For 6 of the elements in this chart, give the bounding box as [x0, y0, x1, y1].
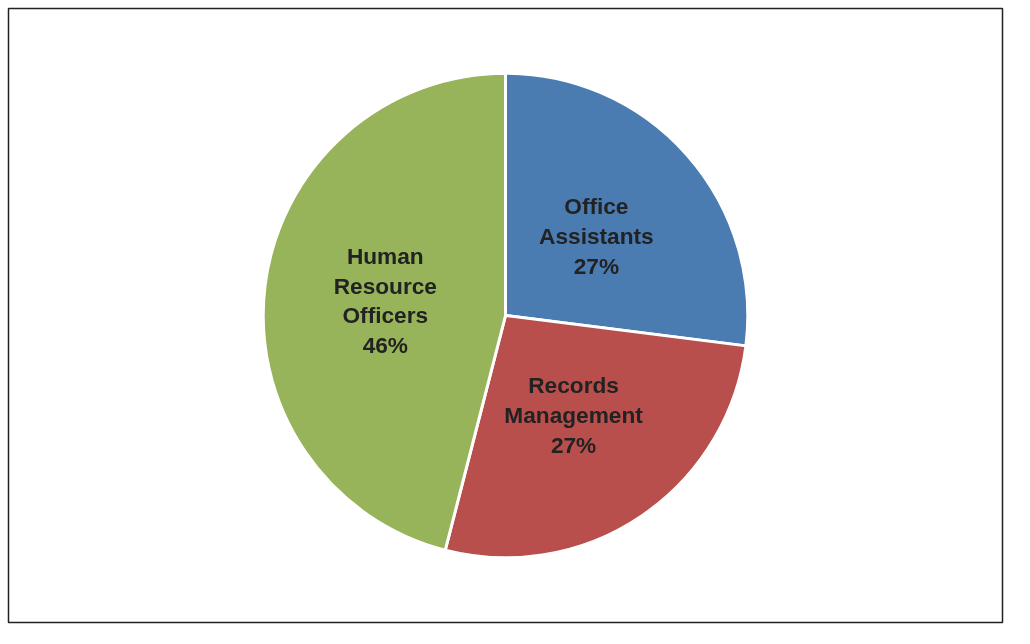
data-label: 27% [550, 431, 597, 458]
data-label: 27% [573, 253, 620, 280]
data-label: 46% [362, 332, 408, 359]
slice-label: Records Management [504, 371, 644, 428]
slice-label: Office Assistants [539, 193, 654, 250]
slice-label: Human Resource Officers [333, 242, 437, 329]
